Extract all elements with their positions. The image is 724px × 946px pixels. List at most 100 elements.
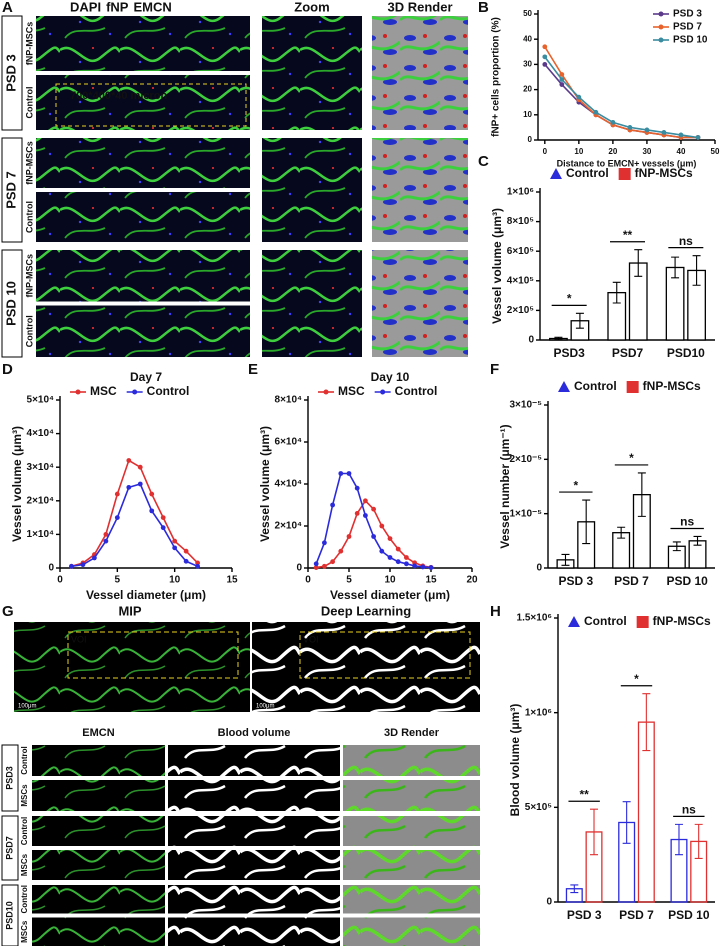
micrograph	[36, 250, 250, 302]
condition-label: Control	[20, 817, 29, 845]
data-point	[354, 485, 360, 491]
data-point	[542, 44, 548, 50]
y-tick-label: 1×10⁶	[525, 707, 552, 718]
condition-label: Control	[20, 885, 29, 913]
significance: *	[567, 292, 572, 306]
data-point	[576, 94, 582, 100]
error-bar	[672, 541, 681, 552]
row-label: PSD10	[4, 901, 14, 930]
render-image	[372, 16, 468, 130]
y-tick-label: 30	[523, 60, 532, 69]
y-tick-label: 2×10⁵	[507, 305, 535, 316]
error-bar	[634, 249, 643, 277]
data-point	[610, 119, 616, 125]
panel-letter: G	[2, 603, 14, 620]
image-tile	[168, 780, 340, 811]
y-tick-label: 10	[523, 110, 532, 119]
scale-label: 100μm	[18, 704, 36, 710]
data-point	[80, 562, 86, 568]
x-tick-label: PSD 3	[567, 908, 602, 922]
row-box	[1, 815, 19, 881]
x-tick-label: 10	[384, 575, 396, 586]
significance: **	[623, 228, 633, 242]
y-tick-label: 0	[528, 135, 533, 144]
x-tick-label: 5	[346, 575, 352, 586]
condition-label: Control	[20, 746, 29, 774]
image-tile	[343, 885, 480, 914]
data-point	[387, 555, 393, 560]
legend-label: PSD 3	[673, 9, 702, 20]
condition-label: MSCs	[20, 920, 29, 943]
y-tick-label: 5×10⁵	[525, 802, 553, 813]
series-line	[315, 472, 432, 569]
x-tick-label: 0	[305, 575, 311, 586]
panel-letter: C	[478, 153, 489, 170]
data-point	[695, 135, 701, 140]
condition-label: fNP-MSCs	[24, 141, 34, 185]
x-tick-label: 0	[543, 147, 548, 156]
legend-label: PSD 10	[673, 35, 708, 46]
y-tick-label: 4×10⁴	[275, 479, 303, 490]
y-tick-label: 6×10⁵	[507, 246, 535, 257]
y-tick-label: 2×10⁴	[275, 521, 303, 532]
data-point	[92, 555, 97, 561]
micrograph	[36, 192, 250, 242]
data-point	[644, 127, 650, 133]
significance: *	[629, 451, 634, 465]
legend-label: Control	[566, 166, 609, 180]
roi-box	[55, 83, 247, 127]
image-tile	[32, 816, 165, 846]
error-bar	[642, 693, 651, 752]
image-tile	[32, 885, 165, 914]
y-axis-label: Vessel volume (μm³)	[490, 208, 504, 324]
legend-marker	[618, 168, 631, 180]
panel-letter: B	[478, 0, 489, 16]
data-point	[678, 132, 684, 138]
data-point	[313, 565, 319, 570]
y-tick-label: 1×10⁴	[27, 529, 55, 540]
legend-label: fNP-MSCs	[653, 614, 711, 628]
condition-label: fNP-MSCs	[24, 254, 34, 298]
image-tile	[343, 850, 480, 880]
data-point	[69, 563, 74, 569]
error-bar	[693, 535, 702, 546]
legend-label: Control	[574, 379, 617, 393]
legend-marker	[75, 389, 81, 395]
row-label: PSD7	[4, 836, 14, 860]
data-point	[160, 525, 166, 531]
micrograph	[36, 138, 250, 188]
error-bar	[561, 553, 570, 566]
y-tick-label: 0	[536, 563, 542, 574]
x-tick-label: PSD3	[553, 346, 585, 360]
legend-marker	[568, 616, 580, 627]
column-label: EMCN	[82, 727, 114, 739]
legend-marker	[636, 616, 649, 628]
voi-label: VOI	[303, 634, 319, 644]
legend-marker	[658, 24, 664, 30]
x-axis-label: Distance to EMCN+ vessels (μm)	[557, 158, 697, 168]
y-tick-label: 4×10⁴	[27, 428, 55, 439]
image-tile	[32, 850, 165, 880]
data-point	[420, 564, 426, 570]
significance: ns	[682, 803, 696, 817]
row-box	[1, 744, 19, 812]
micrograph	[36, 305, 250, 357]
data-point	[627, 125, 633, 130]
data-point	[160, 515, 166, 520]
error-bar	[570, 884, 579, 894]
y-axis-label: fNP+ cells proportion (%)	[491, 17, 502, 137]
x-tick-label: 30	[642, 147, 651, 156]
data-point	[172, 545, 178, 551]
dl-image	[252, 622, 480, 712]
error-bar	[692, 255, 701, 286]
error-bar	[617, 526, 626, 539]
panel-label: Deep Learning	[321, 603, 411, 618]
data-point	[313, 561, 319, 567]
micrograph	[36, 75, 250, 130]
y-tick-label: 50	[523, 9, 532, 18]
series-line	[544, 63, 698, 139]
data-point	[412, 563, 417, 569]
y-axis-label: Vessel volume (μm³)	[258, 426, 272, 542]
data-point	[559, 77, 565, 82]
y-tick-label: 8×10⁴	[275, 395, 303, 406]
